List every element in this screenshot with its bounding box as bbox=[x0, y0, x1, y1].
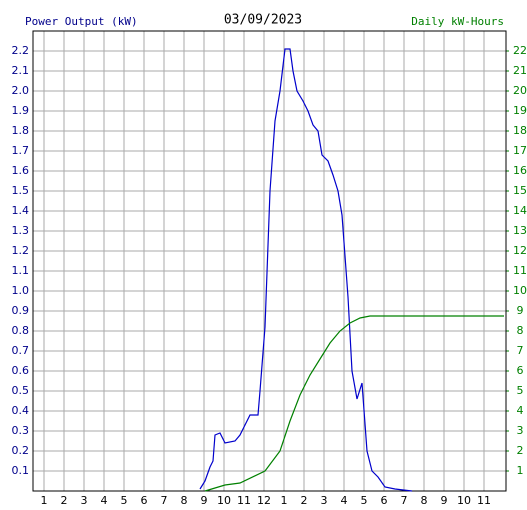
plot-border bbox=[32, 30, 507, 492]
y2-tick-label: 18 bbox=[513, 124, 527, 137]
y2-axis-label: Daily kW-Hours bbox=[411, 15, 504, 28]
y2-tick-label: 16 bbox=[513, 164, 527, 177]
y2-tick-label: 22 bbox=[513, 44, 527, 57]
y2-tick-label: 13 bbox=[513, 224, 527, 237]
y2-tick-label: 1 bbox=[517, 464, 524, 477]
y-tick-label: 0.3 bbox=[12, 424, 30, 437]
y-tick-label: 1.2 bbox=[12, 244, 30, 257]
y2-tick-label: 20 bbox=[513, 84, 527, 97]
y-tick-label: 1.6 bbox=[12, 164, 30, 177]
x-tick-label: 6 bbox=[381, 494, 388, 507]
series-line bbox=[199, 48, 413, 492]
y2-tick-label: 2 bbox=[517, 444, 524, 457]
y2-tick-label: 10 bbox=[513, 284, 527, 297]
y-tick-label: 1.4 bbox=[12, 204, 30, 217]
x-tick-label: 8 bbox=[421, 494, 428, 507]
y-tick-label: 0.8 bbox=[12, 324, 30, 337]
x-tick-label: 3 bbox=[81, 494, 88, 507]
y2-tick-label: 14 bbox=[513, 204, 527, 217]
y-tick-label: 2.1 bbox=[12, 64, 30, 77]
x-tick-label: 9 bbox=[201, 494, 208, 507]
x-tick-label: 8 bbox=[181, 494, 188, 507]
x-tick-label: 11 bbox=[477, 494, 491, 507]
x-tick-label: 10 bbox=[457, 494, 471, 507]
x-tick-label: 11 bbox=[237, 494, 251, 507]
x-tick-label: 12 bbox=[257, 494, 271, 507]
y-tick-label: 0.1 bbox=[12, 464, 30, 477]
y2-tick-label: 8 bbox=[517, 324, 524, 337]
y-tick-label: 1.1 bbox=[12, 264, 30, 277]
y-tick-label: 0.9 bbox=[12, 304, 30, 317]
y2-tick-label: 12 bbox=[513, 244, 527, 257]
x-tick-label: 7 bbox=[401, 494, 408, 507]
x-tick-label: 5 bbox=[121, 494, 128, 507]
y-tick-label: 1.9 bbox=[12, 104, 30, 117]
y2-tick-label: 6 bbox=[517, 364, 524, 377]
y-tick-label: 1.8 bbox=[12, 124, 30, 137]
y2-tick-label: 19 bbox=[513, 104, 527, 117]
x-tick-label: 3 bbox=[321, 494, 328, 507]
chart-title: 03/09/2023 bbox=[224, 13, 302, 28]
y-tick-label: 0.5 bbox=[12, 384, 30, 397]
y2-tick-label: 7 bbox=[517, 344, 524, 357]
x-tick-label: 7 bbox=[161, 494, 168, 507]
x-tick-label: 1 bbox=[41, 494, 48, 507]
x-tick-label: 1 bbox=[281, 494, 288, 507]
series-line bbox=[204, 315, 504, 492]
x-tick-label: 9 bbox=[441, 494, 448, 507]
y-tick-label: 2.0 bbox=[12, 84, 30, 97]
y-tick-label: 1.7 bbox=[12, 144, 30, 157]
y2-tick-label: 15 bbox=[513, 184, 527, 197]
y2-tick-label: 4 bbox=[517, 404, 524, 417]
y-tick-label: 0.6 bbox=[12, 364, 30, 377]
y-tick-label: 1.3 bbox=[12, 224, 30, 237]
x-tick-label: 4 bbox=[101, 494, 108, 507]
y-tick-label: 0.4 bbox=[12, 404, 30, 417]
y2-tick-label: 5 bbox=[517, 384, 524, 397]
y2-tick-label: 17 bbox=[513, 144, 527, 157]
y-tick-label: 2.2 bbox=[12, 44, 30, 57]
y2-tick-label: 9 bbox=[517, 304, 524, 317]
x-tick-label: 2 bbox=[301, 494, 308, 507]
y2-tick-label: 3 bbox=[517, 424, 524, 437]
x-tick-label: 2 bbox=[61, 494, 68, 507]
x-tick-label: 4 bbox=[341, 494, 348, 507]
y-tick-label: 1.5 bbox=[12, 184, 30, 197]
x-tick-label: 5 bbox=[361, 494, 368, 507]
y-tick-label: 1.0 bbox=[12, 284, 30, 297]
y2-tick-label: 11 bbox=[513, 264, 527, 277]
y-tick-label: 0.7 bbox=[12, 344, 30, 357]
y-tick-label: 0.2 bbox=[12, 444, 30, 457]
y-axis-label: Power Output (kW) bbox=[25, 15, 138, 28]
x-tick-label: 10 bbox=[217, 494, 231, 507]
x-tick-label: 6 bbox=[141, 494, 148, 507]
y2-tick-label: 21 bbox=[513, 64, 527, 77]
